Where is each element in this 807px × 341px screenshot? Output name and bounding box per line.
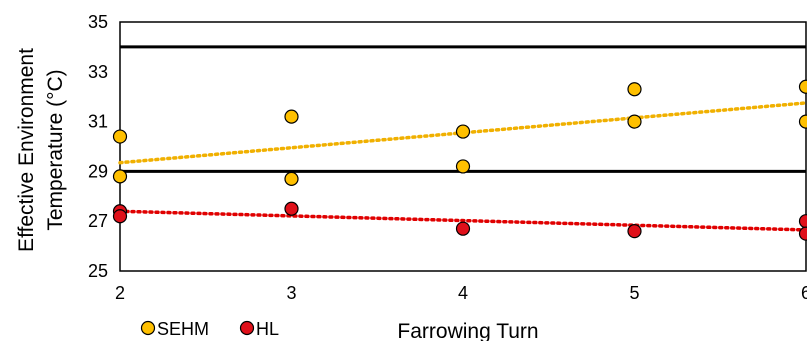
point-sehm-6 xyxy=(627,82,642,97)
y-axis-title: Effective Environment Temperature (°C) xyxy=(15,48,67,252)
point-sehm-5 xyxy=(455,159,471,174)
point-hl-1 xyxy=(112,209,128,224)
point-sehm-4 xyxy=(455,124,471,139)
x-tick-labels: 2 3 4 5 6 xyxy=(115,283,807,303)
data-points xyxy=(112,79,807,241)
y-tick-label-3: 31 xyxy=(88,112,108,132)
point-hl-4 xyxy=(627,224,642,239)
trendline-hl xyxy=(118,209,807,232)
y-axis-title-line-1: Effective Environment xyxy=(15,48,38,252)
point-hl-3 xyxy=(455,221,471,236)
point-hl-2 xyxy=(284,201,299,216)
x-tick-label-0: 2 xyxy=(115,283,125,303)
y-tick-label-0: 25 xyxy=(88,261,108,281)
y-tick-label-2: 29 xyxy=(88,161,108,181)
point-sehm-3 xyxy=(284,171,299,186)
y-axis-title-line-2: Temperature (°C) xyxy=(44,69,67,230)
legend-marker-sehm xyxy=(140,320,156,336)
legend-label-sehm: SEHM xyxy=(157,319,209,339)
point-sehm-7 xyxy=(627,114,642,129)
legend: SEHM HL xyxy=(140,319,279,339)
point-sehm-2 xyxy=(284,109,299,124)
point-sehm-1 xyxy=(112,169,128,184)
y-tick-label-5: 35 xyxy=(88,12,108,32)
x-tick-label-4: 6 xyxy=(801,283,807,303)
y-tick-label-1: 27 xyxy=(88,211,108,231)
x-tick-label-2: 4 xyxy=(458,283,468,303)
point-sehm-8 xyxy=(798,79,807,94)
plot-area xyxy=(119,21,807,272)
x-tick-label-3: 5 xyxy=(629,283,639,303)
x-axis-title: Farrowing Turn xyxy=(397,320,538,341)
y-tick-labels: 25 27 29 31 33 35 xyxy=(88,12,108,281)
y-tick-label-4: 33 xyxy=(88,62,108,82)
legend-marker-hl xyxy=(239,320,255,336)
point-hl-6 xyxy=(798,226,807,241)
legend-label-hl: HL xyxy=(256,319,279,339)
point-sehm-9 xyxy=(798,114,807,129)
point-hl-5 xyxy=(798,214,807,229)
point-sehm-0 xyxy=(112,129,128,144)
x-tick-label-1: 3 xyxy=(286,283,296,303)
